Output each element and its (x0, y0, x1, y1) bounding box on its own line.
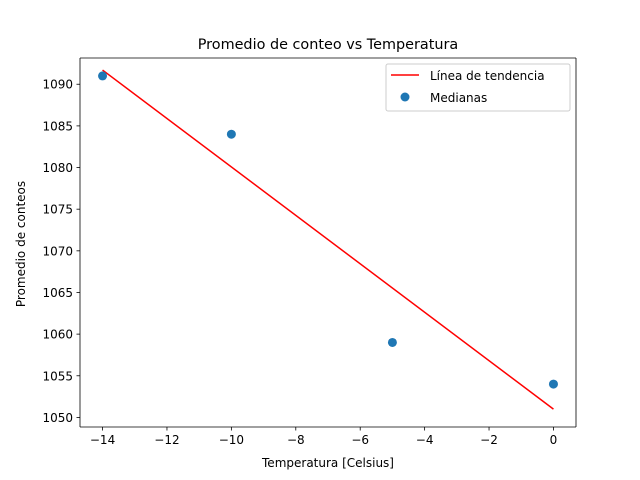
y-tick-label: 1070 (42, 244, 73, 258)
legend-swatch-medianas (400, 92, 410, 102)
scatter-point (98, 71, 108, 81)
scatter-point (226, 129, 236, 139)
legend-label-medianas: Medianas (430, 91, 487, 105)
legend-box (385, 63, 571, 112)
y-axis: 1050 1055 1060 1065 1070 1075 1080 1085 1090 (42, 78, 80, 425)
y-tick-label: 1080 (42, 161, 73, 175)
x-tick-label: −12 (154, 433, 179, 447)
x-tick-label: −6 (351, 433, 369, 447)
plot-area (79, 57, 577, 428)
y-tick-label: 1075 (42, 203, 73, 217)
scatter-point (548, 379, 558, 389)
x-tick-label: −14 (90, 433, 115, 447)
x-axis-label: Temperatura [Celsius] (261, 456, 394, 470)
x-tick-label: −4 (416, 433, 434, 447)
x-tick-label: −10 (219, 433, 244, 447)
x-axis: −14 −12 −10 −8 −6 −4 −2 0 (90, 427, 557, 447)
x-tick-label: −2 (480, 433, 498, 447)
x-tick-label: −8 (287, 433, 305, 447)
y-tick-label: 1065 (42, 286, 73, 300)
legend: Línea de tendencia Medianas (385, 63, 571, 112)
x-tick-label: 0 (550, 433, 558, 447)
y-tick-label: 1055 (42, 369, 73, 383)
y-tick-label: 1090 (42, 78, 73, 92)
scatter-point (387, 337, 397, 347)
trendline-series (102, 69, 554, 410)
chart-title: Promedio de conteo vs Temperatura (198, 37, 459, 53)
y-axis-label: Promedio de conteos (14, 181, 28, 307)
y-tick-label: 1050 (42, 411, 73, 425)
legend-label-trendline: Línea de tendencia (430, 69, 545, 83)
y-tick-label: 1060 (42, 328, 73, 342)
y-tick-label: 1085 (42, 119, 73, 133)
